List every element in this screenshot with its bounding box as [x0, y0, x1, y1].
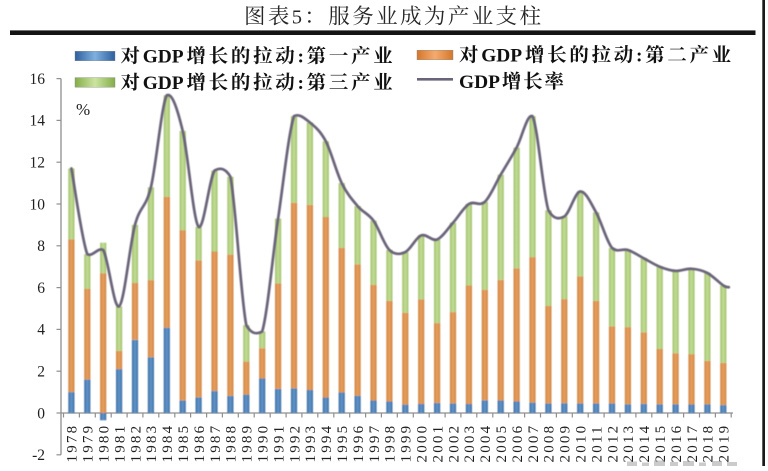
svg-text:2000: 2000 — [415, 424, 431, 463]
svg-text:16: 16 — [30, 71, 46, 88]
svg-text:GDP: GDP — [143, 47, 184, 68]
svg-text:2009: 2009 — [558, 424, 574, 463]
svg-text:1992: 1992 — [287, 424, 303, 463]
svg-text:-2: -2 — [32, 447, 45, 464]
svg-text:1983: 1983 — [144, 424, 160, 463]
svg-text:2010: 2010 — [574, 424, 590, 463]
svg-text:1993: 1993 — [303, 424, 319, 463]
svg-text:6: 6 — [37, 280, 45, 297]
svg-text:2007: 2007 — [526, 424, 542, 463]
svg-text:12: 12 — [30, 155, 46, 172]
svg-text:1984: 1984 — [160, 424, 176, 463]
svg-text:1994: 1994 — [319, 424, 335, 463]
svg-text:1982: 1982 — [128, 424, 144, 463]
svg-text:1999: 1999 — [399, 424, 415, 463]
svg-text:2005: 2005 — [494, 424, 510, 463]
svg-text:2002: 2002 — [446, 424, 462, 463]
svg-text:1990: 1990 — [256, 424, 272, 463]
svg-text:1998: 1998 — [383, 424, 399, 463]
svg-text:8: 8 — [37, 238, 45, 255]
svg-text:2017: 2017 — [685, 424, 701, 463]
svg-text:1989: 1989 — [240, 424, 256, 463]
svg-text:1995: 1995 — [335, 424, 351, 463]
svg-text:10: 10 — [30, 196, 46, 213]
svg-text:2008: 2008 — [542, 424, 558, 463]
svg-text:5: 5 — [292, 7, 302, 29]
svg-text:1988: 1988 — [224, 424, 240, 463]
svg-text:2013: 2013 — [621, 424, 637, 463]
svg-text:2014: 2014 — [637, 424, 653, 463]
svg-text:2012: 2012 — [605, 424, 621, 463]
svg-text:2006: 2006 — [510, 424, 526, 463]
svg-text::: : — [636, 46, 642, 67]
svg-text:GDP: GDP — [481, 46, 522, 67]
svg-text:1978: 1978 — [65, 424, 81, 463]
svg-text:2016: 2016 — [669, 424, 685, 463]
svg-text:1985: 1985 — [176, 424, 192, 463]
svg-text::: : — [298, 47, 304, 68]
svg-text:1987: 1987 — [208, 424, 224, 463]
svg-text:2018: 2018 — [701, 424, 717, 463]
svg-text:2001: 2001 — [430, 424, 446, 463]
svg-text:%: % — [76, 100, 90, 119]
svg-text:4: 4 — [37, 322, 45, 339]
svg-text:GDP: GDP — [459, 72, 500, 93]
svg-text:1996: 1996 — [351, 424, 367, 463]
svg-text:1980: 1980 — [97, 424, 113, 463]
svg-text:1986: 1986 — [192, 424, 208, 463]
svg-text:2: 2 — [37, 364, 45, 381]
svg-text:2003: 2003 — [462, 424, 478, 463]
svg-text::: : — [298, 73, 304, 94]
svg-text:0: 0 — [37, 405, 45, 422]
svg-text:GDP: GDP — [143, 73, 184, 94]
svg-text:1981: 1981 — [112, 424, 128, 463]
svg-text:1997: 1997 — [367, 424, 383, 463]
svg-text:14: 14 — [30, 113, 46, 130]
svg-text:1991: 1991 — [271, 424, 287, 463]
svg-text:1979: 1979 — [81, 424, 97, 463]
svg-text:2019: 2019 — [717, 424, 733, 463]
svg-text:2011: 2011 — [589, 424, 605, 462]
svg-text:2004: 2004 — [478, 424, 494, 463]
svg-text:2015: 2015 — [653, 424, 669, 463]
